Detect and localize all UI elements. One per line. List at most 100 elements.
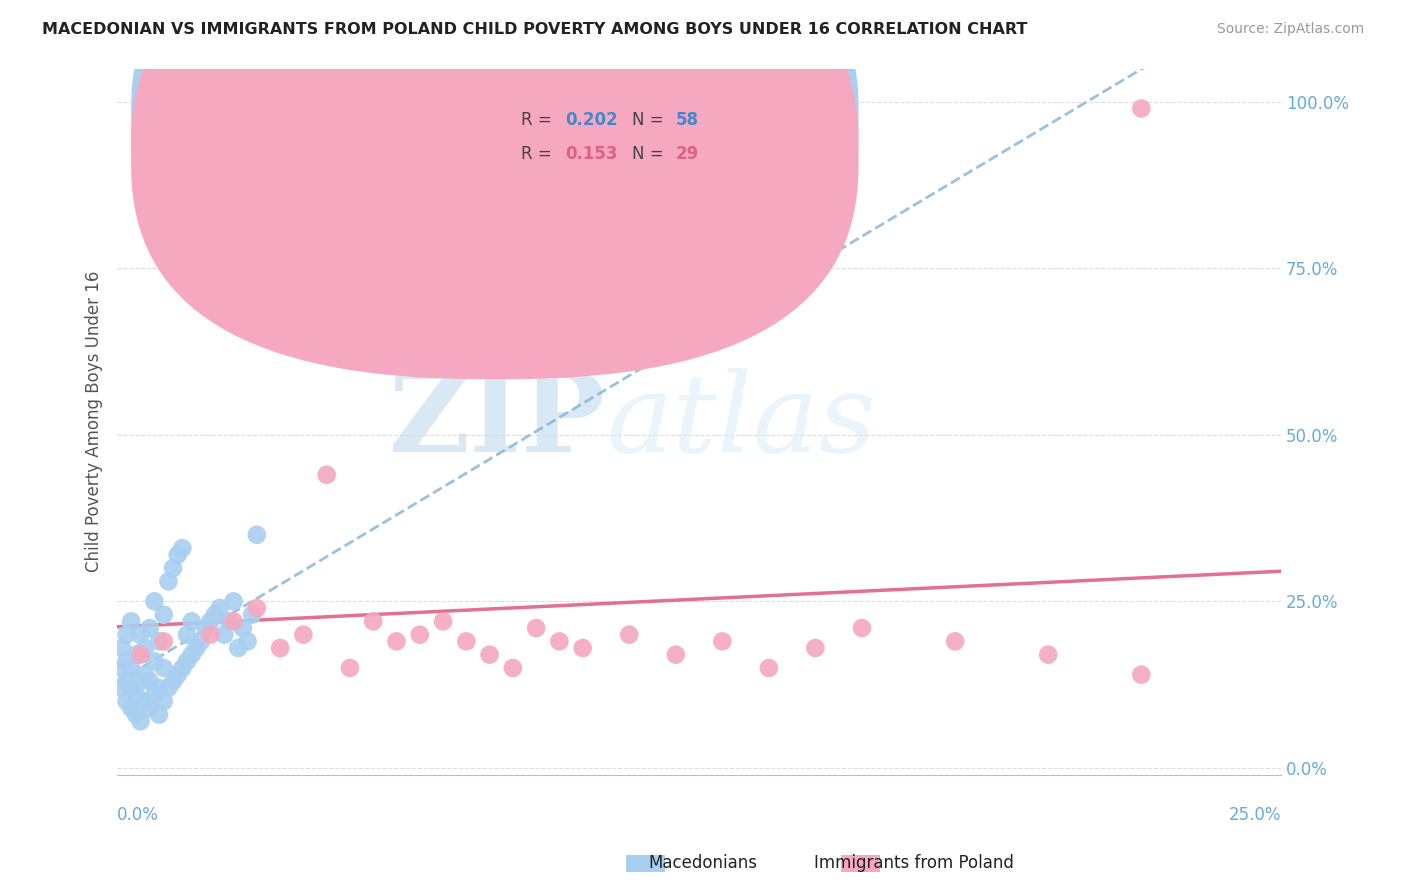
Point xyxy=(339,661,361,675)
Text: N =: N = xyxy=(631,112,668,129)
Point xyxy=(176,628,198,642)
Point xyxy=(409,628,432,642)
Y-axis label: Child Poverty Among Boys Under 16: Child Poverty Among Boys Under 16 xyxy=(86,271,103,573)
Point xyxy=(385,634,408,648)
Point xyxy=(502,661,524,675)
Point xyxy=(152,607,174,622)
Point xyxy=(236,634,259,648)
Point xyxy=(315,467,337,482)
Text: Immigrants from Poland: Immigrants from Poland xyxy=(814,855,1014,872)
Point xyxy=(176,654,198,668)
Text: Macedonians: Macedonians xyxy=(648,855,758,872)
Point xyxy=(240,607,263,622)
Point xyxy=(432,615,454,629)
Point xyxy=(129,714,152,729)
Point xyxy=(129,628,152,642)
Point xyxy=(1038,648,1060,662)
Point xyxy=(143,688,166,702)
Point xyxy=(143,594,166,608)
Point xyxy=(172,661,194,675)
Point xyxy=(125,648,148,662)
Point xyxy=(208,601,231,615)
Point xyxy=(1130,102,1153,116)
Point xyxy=(157,574,180,589)
Point xyxy=(456,634,478,648)
Point xyxy=(180,615,202,629)
Text: Source: ZipAtlas.com: Source: ZipAtlas.com xyxy=(1216,22,1364,37)
Text: atlas: atlas xyxy=(606,368,876,475)
Point xyxy=(571,640,593,655)
Point xyxy=(851,621,873,635)
Point xyxy=(115,674,138,689)
Point xyxy=(157,681,180,695)
Point xyxy=(148,634,170,648)
Text: 29: 29 xyxy=(676,145,699,163)
Point xyxy=(166,548,188,562)
Point xyxy=(292,628,315,642)
Point xyxy=(665,648,688,662)
Point xyxy=(226,640,249,655)
Point xyxy=(190,634,212,648)
Point xyxy=(246,601,269,615)
Point xyxy=(125,707,148,722)
Point xyxy=(129,674,152,689)
Point xyxy=(166,667,188,681)
Point xyxy=(139,621,162,635)
Point xyxy=(120,615,142,629)
Point xyxy=(943,634,966,648)
Point xyxy=(139,701,162,715)
Point xyxy=(120,701,142,715)
Point xyxy=(758,661,780,675)
Point xyxy=(134,694,156,708)
Point xyxy=(212,628,235,642)
Point xyxy=(148,707,170,722)
Point xyxy=(186,640,208,655)
Point xyxy=(711,634,734,648)
Point xyxy=(246,528,269,542)
Point xyxy=(152,634,174,648)
Point xyxy=(204,607,226,622)
Point xyxy=(232,621,254,635)
Point xyxy=(478,648,501,662)
Point xyxy=(115,654,138,668)
Point xyxy=(524,621,547,635)
Point xyxy=(548,634,571,648)
Point xyxy=(120,661,142,675)
Point xyxy=(200,628,222,642)
Text: 0.153: 0.153 xyxy=(565,145,617,163)
Text: ZIP: ZIP xyxy=(389,368,606,475)
Point xyxy=(180,648,202,662)
Point xyxy=(176,261,198,276)
Text: N =: N = xyxy=(631,145,668,163)
Text: 0.202: 0.202 xyxy=(565,112,617,129)
Point xyxy=(218,615,240,629)
Point xyxy=(200,615,222,629)
Point xyxy=(120,681,142,695)
Point xyxy=(134,667,156,681)
Point xyxy=(162,674,184,689)
Point xyxy=(269,640,291,655)
Point xyxy=(172,541,194,555)
Point xyxy=(361,615,384,629)
FancyBboxPatch shape xyxy=(131,0,859,345)
Point xyxy=(619,628,641,642)
Point xyxy=(115,694,138,708)
Text: R =: R = xyxy=(522,145,557,163)
Point xyxy=(194,621,217,635)
Point xyxy=(1130,667,1153,681)
Text: 58: 58 xyxy=(676,112,699,129)
FancyBboxPatch shape xyxy=(454,90,780,188)
Point xyxy=(111,640,134,655)
Text: 25.0%: 25.0% xyxy=(1229,806,1281,824)
Point xyxy=(111,661,134,675)
Point xyxy=(804,640,827,655)
Point xyxy=(148,681,170,695)
Point xyxy=(152,661,174,675)
Point xyxy=(152,694,174,708)
Point xyxy=(134,640,156,655)
Point xyxy=(139,674,162,689)
Point xyxy=(222,594,245,608)
Point xyxy=(125,688,148,702)
Point xyxy=(222,615,245,629)
Point xyxy=(129,648,152,662)
